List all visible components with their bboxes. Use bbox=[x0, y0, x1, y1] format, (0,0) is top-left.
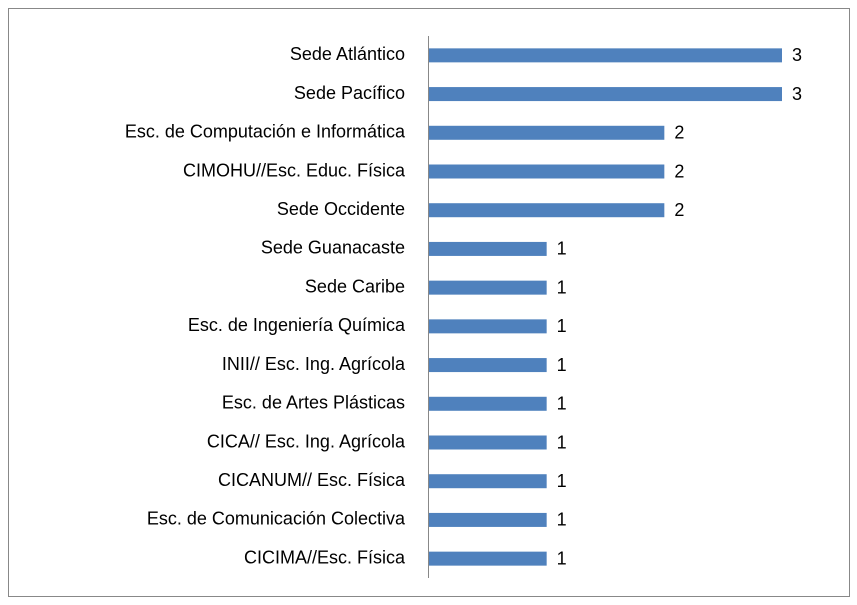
data-label: 1 bbox=[557, 548, 567, 568]
y-tick-label: CICANUM// Esc. Física bbox=[218, 470, 406, 490]
data-label: 1 bbox=[557, 471, 567, 491]
data-label: 1 bbox=[557, 316, 567, 336]
data-label: 1 bbox=[557, 394, 567, 414]
bar bbox=[429, 474, 547, 489]
data-label: 2 bbox=[674, 200, 684, 220]
y-tick-label: INII// Esc. Ing. Agrícola bbox=[222, 354, 406, 374]
y-tick-label: Esc. de Artes Plásticas bbox=[222, 393, 405, 413]
data-label: 1 bbox=[557, 510, 567, 530]
bar bbox=[429, 435, 547, 450]
data-label: 3 bbox=[792, 45, 802, 65]
y-tick-label: Esc. de Computación e Informática bbox=[125, 122, 406, 142]
bar bbox=[429, 358, 547, 373]
bar bbox=[429, 280, 547, 295]
data-label: 2 bbox=[674, 161, 684, 181]
bar bbox=[429, 241, 547, 256]
y-tick-label: Sede Atlántico bbox=[290, 44, 405, 64]
bar bbox=[429, 512, 547, 527]
y-tick-label: Sede Guanacaste bbox=[261, 238, 405, 258]
y-tick-label: Esc. de Ingeniería Química bbox=[188, 315, 406, 335]
data-label: 2 bbox=[674, 123, 684, 143]
y-tick-label: CICIMA//Esc. Física bbox=[244, 547, 406, 567]
y-tick-label: Sede Caribe bbox=[305, 276, 405, 296]
bar bbox=[429, 396, 547, 411]
y-tick-label: Esc. de Comunicación Colectiva bbox=[147, 509, 406, 529]
bar bbox=[429, 203, 665, 218]
bar bbox=[429, 551, 547, 566]
bar bbox=[429, 87, 782, 102]
data-label: 1 bbox=[557, 239, 567, 259]
data-label: 1 bbox=[557, 432, 567, 452]
data-label: 1 bbox=[557, 277, 567, 297]
y-tick-label: CICA// Esc. Ing. Agrícola bbox=[207, 431, 406, 451]
bar bbox=[429, 319, 547, 334]
y-tick-label: Sede Occidente bbox=[277, 199, 405, 219]
y-tick-label: Sede Pacífico bbox=[294, 83, 405, 103]
y-tick-label: CIMOHU//Esc. Educ. Física bbox=[183, 160, 406, 180]
data-label: 3 bbox=[792, 84, 802, 104]
bar bbox=[429, 164, 665, 179]
data-label: 1 bbox=[557, 355, 567, 375]
bar bbox=[429, 48, 782, 63]
bar bbox=[429, 125, 665, 140]
